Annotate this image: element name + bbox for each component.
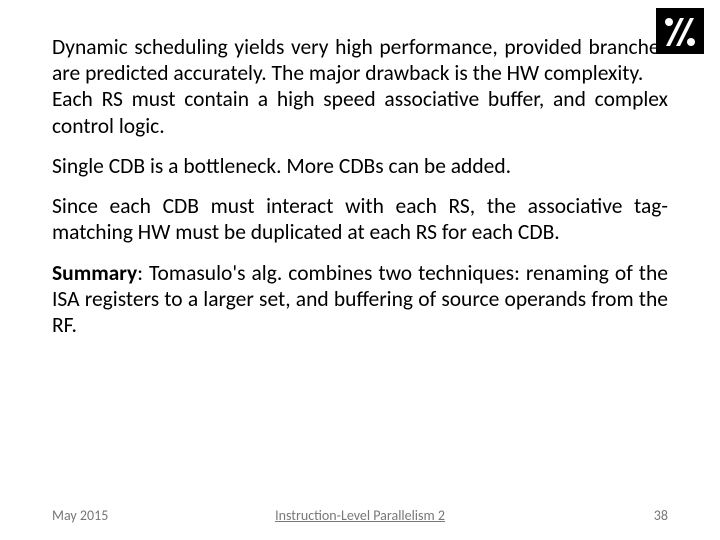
slide: Dynamic scheduling yields very high perf… <box>0 0 720 540</box>
paragraph-2: Single CDB is a bottleneck. More CDBs ca… <box>52 153 668 179</box>
paragraph-1a-text: Dynamic scheduling yields very high perf… <box>52 34 668 86</box>
footer-date: May 2015 <box>52 507 108 524</box>
summary-rest: : Tomasulo's alg. combines two technique… <box>52 260 668 338</box>
institution-logo <box>656 8 704 54</box>
footer: May 2015 Instruction-Level Parallelism 2… <box>0 507 720 524</box>
content-area: Dynamic scheduling yields very high perf… <box>52 34 668 338</box>
footer-title: Instruction-Level Parallelism 2 <box>275 507 445 524</box>
paragraph-4: Summary: Tomasulo's alg. combines two te… <box>52 260 668 339</box>
footer-page-number: 38 <box>654 507 668 524</box>
summary-label: Summary <box>52 260 137 286</box>
paragraph-1b-text: Each RS must contain a high speed associ… <box>52 86 668 138</box>
paragraph-3: Since each CDB must interact with each R… <box>52 193 668 245</box>
paragraph-1: Dynamic scheduling yields very high perf… <box>52 34 668 139</box>
